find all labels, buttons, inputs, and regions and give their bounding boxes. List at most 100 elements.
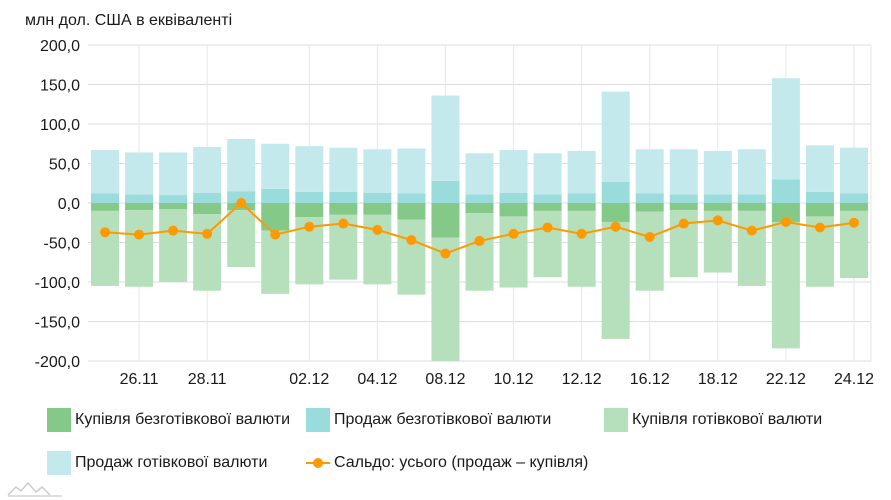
bar-cash-sale	[567, 150, 596, 194]
y-tick-label: 100,0	[40, 117, 80, 134]
bar-cash-purchase	[737, 210, 766, 286]
bar-cash-purchase	[567, 210, 596, 287]
y-tick-label: -100,0	[35, 275, 80, 292]
balance-point	[712, 215, 723, 226]
y-tick-label: 0,0	[58, 196, 80, 213]
bar-cash-sale	[805, 145, 834, 192]
bar-noncash-sale	[159, 195, 188, 203]
bar-noncash-purchase	[737, 203, 766, 211]
bar-cash-purchase	[771, 221, 800, 349]
bar-cash-purchase	[227, 210, 256, 267]
balance-point	[202, 228, 213, 239]
y-tick-label: -150,0	[35, 315, 80, 332]
balance-point	[644, 231, 655, 242]
x-tick-label: 18.12	[698, 371, 738, 388]
x-tick-label: 10.12	[494, 371, 534, 388]
balance-point	[508, 228, 519, 239]
bar-cash-purchase	[91, 210, 120, 286]
bar-noncash-purchase	[193, 203, 222, 215]
bar-cash-purchase	[397, 219, 426, 295]
bar-cash-purchase	[159, 209, 188, 282]
balance-line	[100, 198, 859, 259]
balance-point	[134, 229, 145, 240]
balance-point	[338, 218, 349, 229]
bar-noncash-purchase	[159, 203, 188, 210]
x-tick-label: 24.12	[834, 371, 874, 388]
bar-noncash-sale	[431, 180, 460, 203]
bar-cash-sale	[703, 150, 732, 195]
bar-noncash-purchase	[363, 203, 392, 215]
bar-cash-sale	[261, 143, 290, 189]
balance-point	[100, 227, 111, 238]
bar-cash-sale	[465, 153, 494, 195]
bar-noncash-sale	[125, 194, 154, 203]
balance-point	[542, 222, 553, 233]
bar-noncash-sale	[669, 194, 698, 203]
x-tick-label: 28.11	[188, 371, 227, 388]
balance-point	[474, 235, 485, 246]
bar-noncash-sale	[567, 193, 596, 203]
balance-point	[168, 225, 179, 236]
bar-noncash-sale	[465, 194, 494, 203]
bar-cash-sale	[125, 152, 154, 195]
y-tick-label: -200,0	[35, 354, 80, 371]
bar-noncash-purchase	[703, 203, 732, 211]
bar-noncash-purchase	[669, 203, 698, 211]
bar-cash-sale	[329, 147, 358, 192]
bar-cash-purchase	[465, 213, 494, 291]
bar-cash-sale	[295, 146, 324, 192]
x-tick-label: 16.12	[630, 371, 670, 388]
bar-noncash-sale	[703, 194, 732, 203]
bar-noncash-purchase	[465, 203, 494, 214]
bar-noncash-sale	[839, 193, 868, 203]
bar-cash-purchase	[635, 211, 664, 291]
bar-cash-purchase	[533, 210, 562, 278]
bar-noncash-sale	[261, 188, 290, 203]
balance-point	[678, 218, 689, 229]
bar-noncash-purchase	[329, 203, 358, 215]
y-tick-label: 200,0	[40, 38, 80, 55]
y-axis-label: млн дол. США в еквіваленті	[25, 12, 233, 29]
bar-cash-purchase	[193, 214, 222, 291]
bar-cash-sale	[227, 139, 256, 192]
balance-point	[304, 221, 315, 232]
bar-noncash-purchase	[533, 203, 562, 211]
balance-point	[406, 235, 417, 246]
bar-noncash-sale	[737, 194, 766, 203]
bar-noncash-purchase	[771, 203, 800, 222]
balance-point	[576, 228, 587, 239]
bar-cash-sale	[737, 149, 766, 195]
bar-cash-sale	[771, 78, 800, 180]
balance-point	[610, 221, 621, 232]
bar-noncash-sale	[363, 192, 392, 203]
bar-noncash-purchase	[839, 203, 868, 211]
logo-icon	[7, 481, 62, 497]
balance-point	[848, 217, 859, 228]
bar-cash-sale	[533, 153, 562, 195]
balance-point	[440, 248, 451, 259]
bar-noncash-sale	[805, 191, 834, 203]
bar-cash-purchase	[261, 230, 290, 294]
x-tick-label: 02.12	[289, 371, 329, 388]
balance-point	[746, 225, 757, 236]
bar-noncash-purchase	[499, 203, 528, 217]
y-tick-label: 50,0	[49, 157, 80, 174]
bar-cash-purchase	[601, 221, 630, 339]
bar-cash-sale	[601, 91, 630, 182]
bar-noncash-sale	[329, 191, 358, 203]
x-tick-label: 22.12	[766, 371, 806, 388]
bar-noncash-purchase	[295, 203, 324, 218]
bar-noncash-sale	[227, 191, 256, 203]
bar-cash-sale	[635, 149, 664, 194]
bar-noncash-purchase	[397, 203, 426, 220]
y-tick-label: 150,0	[40, 78, 80, 95]
x-tick-label: 12.12	[562, 371, 602, 388]
bar-noncash-sale	[499, 192, 528, 203]
balance-point	[814, 222, 825, 233]
bar-noncash-sale	[771, 179, 800, 203]
balance-point	[236, 198, 247, 208]
x-tick-label: 26.11	[120, 371, 159, 388]
bar-noncash-sale	[533, 194, 562, 203]
x-tick-labels: 26.11 28.11 02.12 04.12 08.12 10.12 12.12 16.12…	[120, 371, 874, 388]
